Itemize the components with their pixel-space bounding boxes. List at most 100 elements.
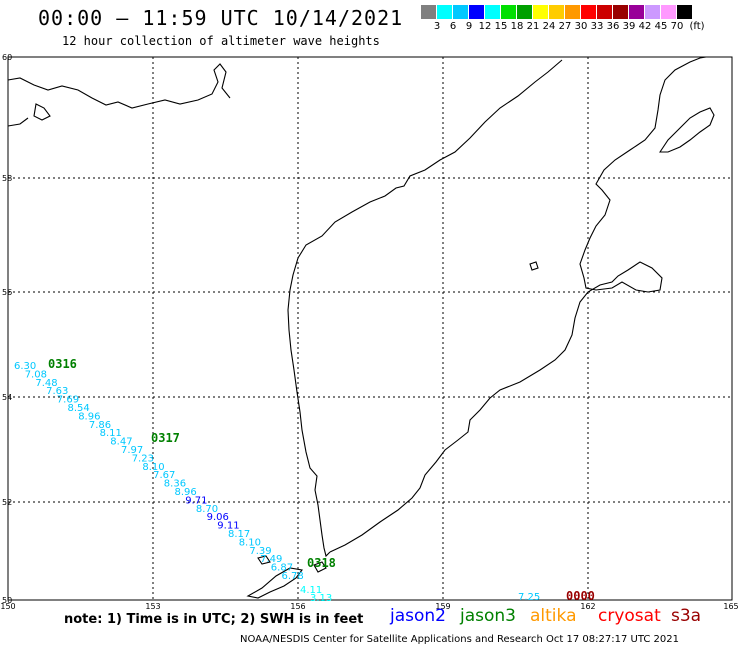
pass-label: 0317	[151, 431, 180, 445]
track-value: 6.87	[271, 563, 293, 574]
scale-swatch	[485, 5, 501, 19]
okhotsk-bay-inlet	[7, 117, 29, 127]
scale-label: 36	[606, 21, 620, 32]
lat-label-56: 56	[2, 288, 12, 297]
track-value: 9.06	[207, 512, 229, 523]
track-value: 4.11	[300, 585, 322, 596]
scale-label: 12	[478, 21, 492, 32]
scale-label: 33	[590, 21, 604, 32]
map-subtitle: 12 hour collection of altimeter wave hei…	[62, 34, 380, 48]
scale-label: (ft)	[689, 21, 705, 32]
scale-swatch	[565, 5, 581, 19]
scale-swatch	[645, 5, 661, 19]
map-frame	[7, 56, 733, 601]
latitude-labels: 60 58 56 54 52 50	[2, 53, 12, 605]
track-value: 8.36	[164, 479, 186, 490]
scale-label: 9	[465, 21, 473, 32]
scale-label: 15	[494, 21, 508, 32]
track-value: 7.67	[153, 470, 175, 481]
scale-swatch	[677, 5, 693, 19]
track-value: 3.13	[310, 593, 332, 604]
track-value: 7.86	[89, 420, 111, 431]
pass-label: 0316	[48, 357, 77, 371]
track-value: 7.48	[35, 378, 57, 389]
color-scale-labels: 3 6 9 12 15 18 21 24 27 30 33 36 39 42 45 70 (ft)	[421, 19, 705, 33]
pass-label: 0318	[307, 556, 336, 570]
scale-swatch	[437, 5, 453, 19]
okhotsk-north-coast	[7, 63, 231, 109]
kamchatka-west-coast	[287, 59, 563, 558]
scale-swatch	[421, 5, 437, 19]
satellite-cryosat: cryosat	[598, 606, 661, 626]
scale-label: 24	[542, 21, 556, 32]
lon-label-150: 150	[0, 602, 15, 611]
track-value: 7.23	[132, 453, 154, 464]
longitude-labels: 150 153 156 159 162 165	[0, 602, 738, 611]
track-value: 6.78	[282, 571, 304, 582]
track-value: 7.39	[249, 546, 271, 557]
scale-label: 42	[638, 21, 652, 32]
kamchatka-east-coast	[329, 56, 707, 553]
scale-swatch	[517, 5, 533, 19]
lon-label-156: 156	[290, 602, 305, 611]
island-small-1	[529, 261, 539, 271]
lon-label-153: 153	[145, 602, 160, 611]
map-title: 00:00 – 11:59 UTC 10/14/2021	[38, 6, 404, 30]
cape-lopatka	[246, 567, 303, 599]
track-value: 8.17	[228, 529, 250, 540]
scale-label: 6	[449, 21, 457, 32]
pass-labels: 0316 0317 0318 0000	[48, 357, 595, 603]
lat-label-50: 50	[2, 596, 12, 605]
track-value: 7.08	[25, 369, 47, 380]
scale-label: 3	[433, 21, 441, 32]
scale-swatch	[549, 5, 565, 19]
scale-label: 30	[574, 21, 588, 32]
lon-label-162: 162	[580, 602, 595, 611]
track-value: 8.10	[142, 462, 164, 473]
track-value: 8.11	[100, 428, 122, 439]
pass-label: 0000	[566, 589, 595, 603]
coastlines	[7, 56, 715, 599]
lake-south-kamchatka	[313, 561, 327, 573]
lat-label-52: 52	[2, 498, 12, 507]
scale-swatch	[533, 5, 549, 19]
track-value: 6.30	[14, 361, 36, 372]
koni-peninsula	[33, 103, 51, 121]
track-value: 7.25	[518, 592, 540, 603]
satellite-jason3: jason3	[460, 606, 516, 626]
lat-label-58: 58	[2, 174, 12, 183]
color-scale-swatches	[421, 5, 693, 19]
lat-label-54: 54	[2, 393, 12, 402]
scale-swatch	[469, 5, 485, 19]
track-value: 9.11	[217, 521, 239, 532]
scale-label: 45	[654, 21, 668, 32]
scale-label: 18	[510, 21, 524, 32]
graticule	[8, 57, 732, 600]
wave-height-track: 6.307.087.487.637.698.548.967.868.118.47…	[14, 361, 540, 604]
scale-swatch	[629, 5, 645, 19]
scale-swatch	[581, 5, 597, 19]
scale-label: 39	[622, 21, 636, 32]
scale-swatch	[661, 5, 677, 19]
karaginsky-island	[658, 107, 715, 153]
scale-swatch	[501, 5, 517, 19]
scale-label: 70	[670, 21, 684, 32]
satellite-altika: altika	[530, 606, 577, 626]
track-value: 7.69	[57, 395, 79, 406]
satellite-s3a: s3a	[671, 606, 702, 626]
scale-swatch	[453, 5, 469, 19]
track-value: 8.70	[196, 504, 218, 515]
island-small-2	[257, 555, 271, 565]
footer-note: note: 1) Time is in UTC; 2) SWH is in fe…	[64, 612, 364, 627]
credit-line: NOAA/NESDIS Center for Satellite Applica…	[240, 634, 679, 645]
track-value: 8.10	[239, 537, 261, 548]
scale-swatch	[597, 5, 613, 19]
lon-label-159: 159	[435, 602, 450, 611]
scale-label: 21	[526, 21, 540, 32]
lat-label-60: 60	[2, 53, 12, 62]
track-value: 8.96	[78, 411, 100, 422]
track-value: 7.97	[121, 445, 143, 456]
color-scale-legend: 3 6 9 12 15 18 21 24 27 30 33 36 39 42 45 70 (ft)	[421, 5, 705, 33]
track-value: 8.96	[175, 487, 197, 498]
